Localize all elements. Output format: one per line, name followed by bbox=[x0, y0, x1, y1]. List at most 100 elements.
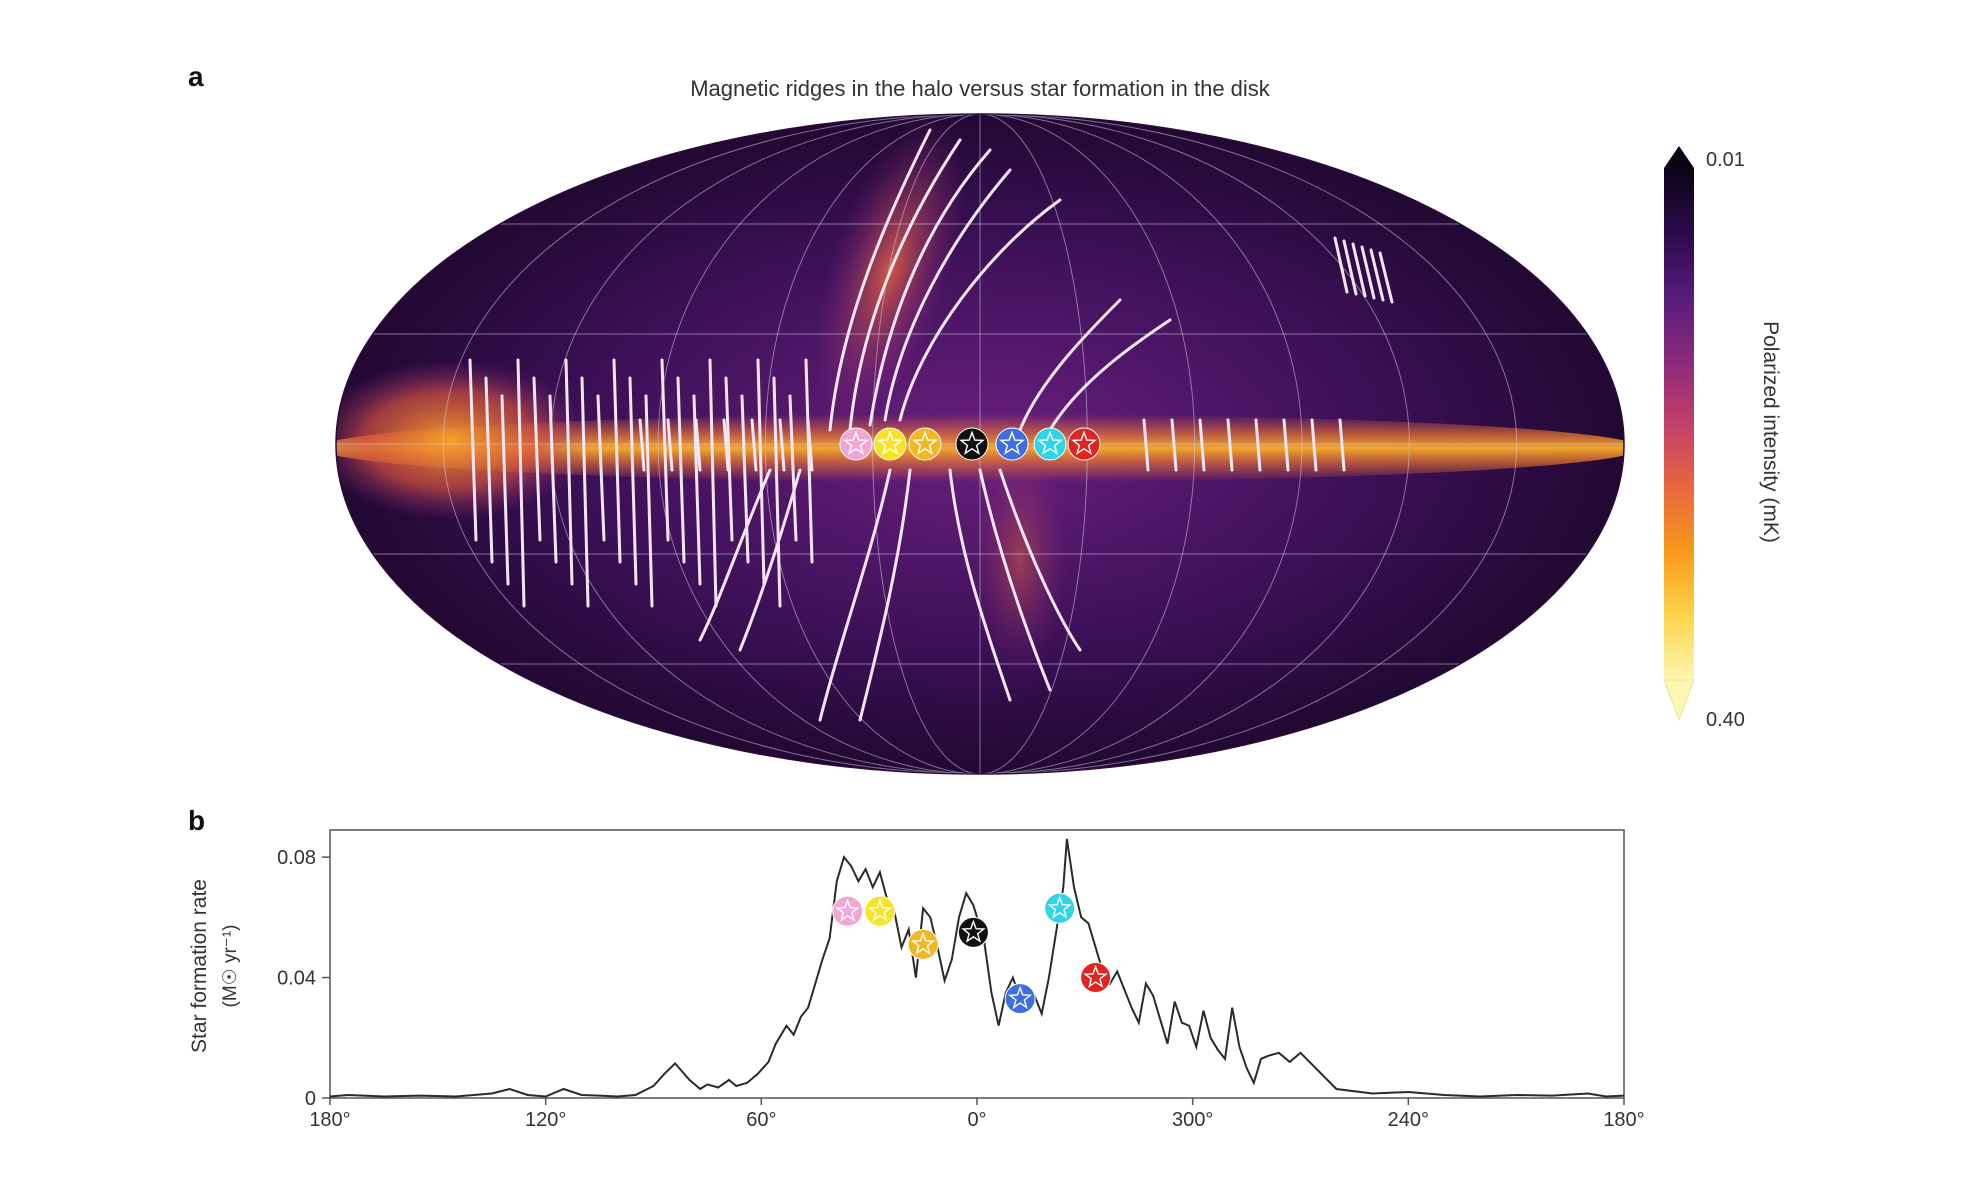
magnetic-ridge bbox=[740, 394, 750, 564]
sky-map bbox=[335, 113, 1625, 775]
map-marker bbox=[839, 427, 873, 461]
magnetic-ridge bbox=[1170, 418, 1178, 472]
x-ticks: 180° 120° 60° 0° 300° 240° 180° bbox=[309, 1098, 1645, 1131]
x-tick-label: 0° bbox=[967, 1109, 986, 1131]
sfr-marker bbox=[832, 895, 864, 927]
magnetic-ridge bbox=[1351, 242, 1367, 298]
marker-disc bbox=[864, 895, 896, 927]
meridian-line bbox=[442, 114, 1518, 774]
marker-disc bbox=[1033, 427, 1067, 461]
magnetic-ridge bbox=[694, 418, 702, 472]
marker-disc bbox=[1067, 427, 1101, 461]
marker-star bbox=[835, 898, 860, 922]
magnetic-ridge bbox=[516, 358, 526, 608]
magnetic-ridge bbox=[868, 148, 992, 427]
magnetic-ridge bbox=[1310, 418, 1318, 472]
magnetic-ridge bbox=[484, 376, 494, 564]
sfr-plot: 0 0.04 0.08 180° 120° 60° 0° 300° 240° 180° bbox=[277, 829, 1645, 1131]
magnetic-ridge bbox=[596, 394, 606, 542]
x-tick-label: 180° bbox=[309, 1109, 350, 1131]
y-tick-label: 0.04 bbox=[277, 968, 316, 990]
marker-star bbox=[910, 931, 936, 955]
marker-star bbox=[843, 430, 869, 455]
sfr-series-line bbox=[329, 838, 1625, 1098]
marker-disc bbox=[1044, 892, 1076, 924]
southern-spur-glow bbox=[970, 440, 1070, 680]
marker-disc bbox=[1004, 983, 1036, 1015]
magnetic-ridge bbox=[828, 128, 932, 432]
colorbar-bottom-tick: 0.40 bbox=[1706, 709, 1745, 731]
magnetic-ridge bbox=[612, 358, 622, 564]
marker-star bbox=[877, 430, 903, 455]
magnetic-ridge bbox=[628, 376, 638, 586]
sfr-marker bbox=[957, 916, 989, 948]
sfr-marker bbox=[1004, 983, 1036, 1015]
magnetic-ridge bbox=[638, 418, 646, 472]
y-axis-label-line2: (M☉ yr⁻¹) bbox=[220, 925, 241, 1008]
magnetic-ridge bbox=[1254, 418, 1262, 472]
colorbar: 0.01 0.40 Polarized intensity (mK) bbox=[1663, 146, 1782, 731]
magnetic-ridge bbox=[1282, 418, 1290, 472]
magnetic-ridge bbox=[1378, 251, 1394, 304]
magnetic-ridge bbox=[1369, 248, 1385, 302]
magnetic-ridge bbox=[998, 468, 1082, 652]
panel-a-title: Magnetic ridges in the halo versus star … bbox=[690, 76, 1271, 101]
sfr-marker bbox=[1080, 962, 1112, 994]
magnetic-ridge bbox=[564, 358, 574, 586]
meridian-line bbox=[657, 114, 1303, 774]
magnetic-ridge bbox=[883, 168, 1012, 422]
magnetic-ridge bbox=[1018, 298, 1122, 432]
map-marker bbox=[1067, 427, 1101, 461]
x-tick-label: 120° bbox=[525, 1109, 566, 1131]
magnetic-ridge bbox=[756, 358, 766, 586]
x-tick-label: 180° bbox=[1603, 1109, 1644, 1131]
magnetic-ridge bbox=[660, 358, 670, 542]
map-markers bbox=[839, 427, 1101, 461]
plot-markers bbox=[832, 892, 1112, 1015]
magnetic-ridge bbox=[806, 418, 814, 472]
colorbar-label: Polarized intensity (mK) bbox=[1759, 321, 1782, 543]
sfr-marker bbox=[864, 895, 896, 927]
magnetic-ridge bbox=[788, 394, 798, 542]
marker-disc bbox=[873, 427, 907, 461]
magnetic-ridge bbox=[1142, 418, 1150, 472]
magnetic-ridge bbox=[978, 468, 1052, 692]
marker-disc bbox=[1080, 962, 1112, 994]
magnetic-ridge bbox=[580, 376, 590, 608]
magnetic-ridge bbox=[848, 138, 962, 432]
magnetic-ridge bbox=[500, 394, 510, 586]
magnetic-ridge bbox=[692, 394, 702, 586]
magnetic-ridge bbox=[1333, 236, 1349, 294]
marker-star bbox=[1071, 430, 1097, 455]
magnetic-ridge bbox=[1048, 318, 1172, 432]
marker-star bbox=[999, 430, 1025, 455]
meridian-line bbox=[764, 114, 1196, 774]
marker-disc bbox=[832, 895, 864, 927]
magnetic-ridge bbox=[676, 376, 686, 564]
magnetic-ridge bbox=[722, 418, 730, 472]
magnetic-ridge bbox=[898, 198, 1062, 422]
magnetic-ridge bbox=[1226, 418, 1234, 472]
magnetic-ridge bbox=[750, 418, 758, 472]
y-tick-label: 0 bbox=[305, 1088, 316, 1110]
marker-disc bbox=[908, 427, 942, 461]
marker-star bbox=[961, 919, 986, 943]
magnetic-ridge bbox=[698, 468, 772, 642]
map-marker bbox=[873, 427, 907, 461]
magnetic-ridge bbox=[948, 468, 1012, 702]
panel-a-letter: a bbox=[188, 61, 204, 92]
x-tick-label: 240° bbox=[1388, 1109, 1429, 1131]
magnetic-ridge bbox=[644, 394, 654, 608]
marker-disc bbox=[995, 427, 1029, 461]
marker-disc bbox=[907, 928, 939, 960]
marker-star bbox=[1037, 430, 1063, 455]
magnetic-ridge bbox=[1342, 239, 1358, 296]
sfr-marker bbox=[1044, 892, 1076, 924]
magnetic-ridge bbox=[778, 418, 786, 472]
map-marker bbox=[1033, 427, 1067, 461]
plot-frame bbox=[329, 829, 1625, 1099]
colorbar-bottom-arrow bbox=[1663, 679, 1695, 722]
colorbar-top-arrow bbox=[1664, 146, 1694, 168]
map-marker bbox=[995, 427, 1029, 461]
